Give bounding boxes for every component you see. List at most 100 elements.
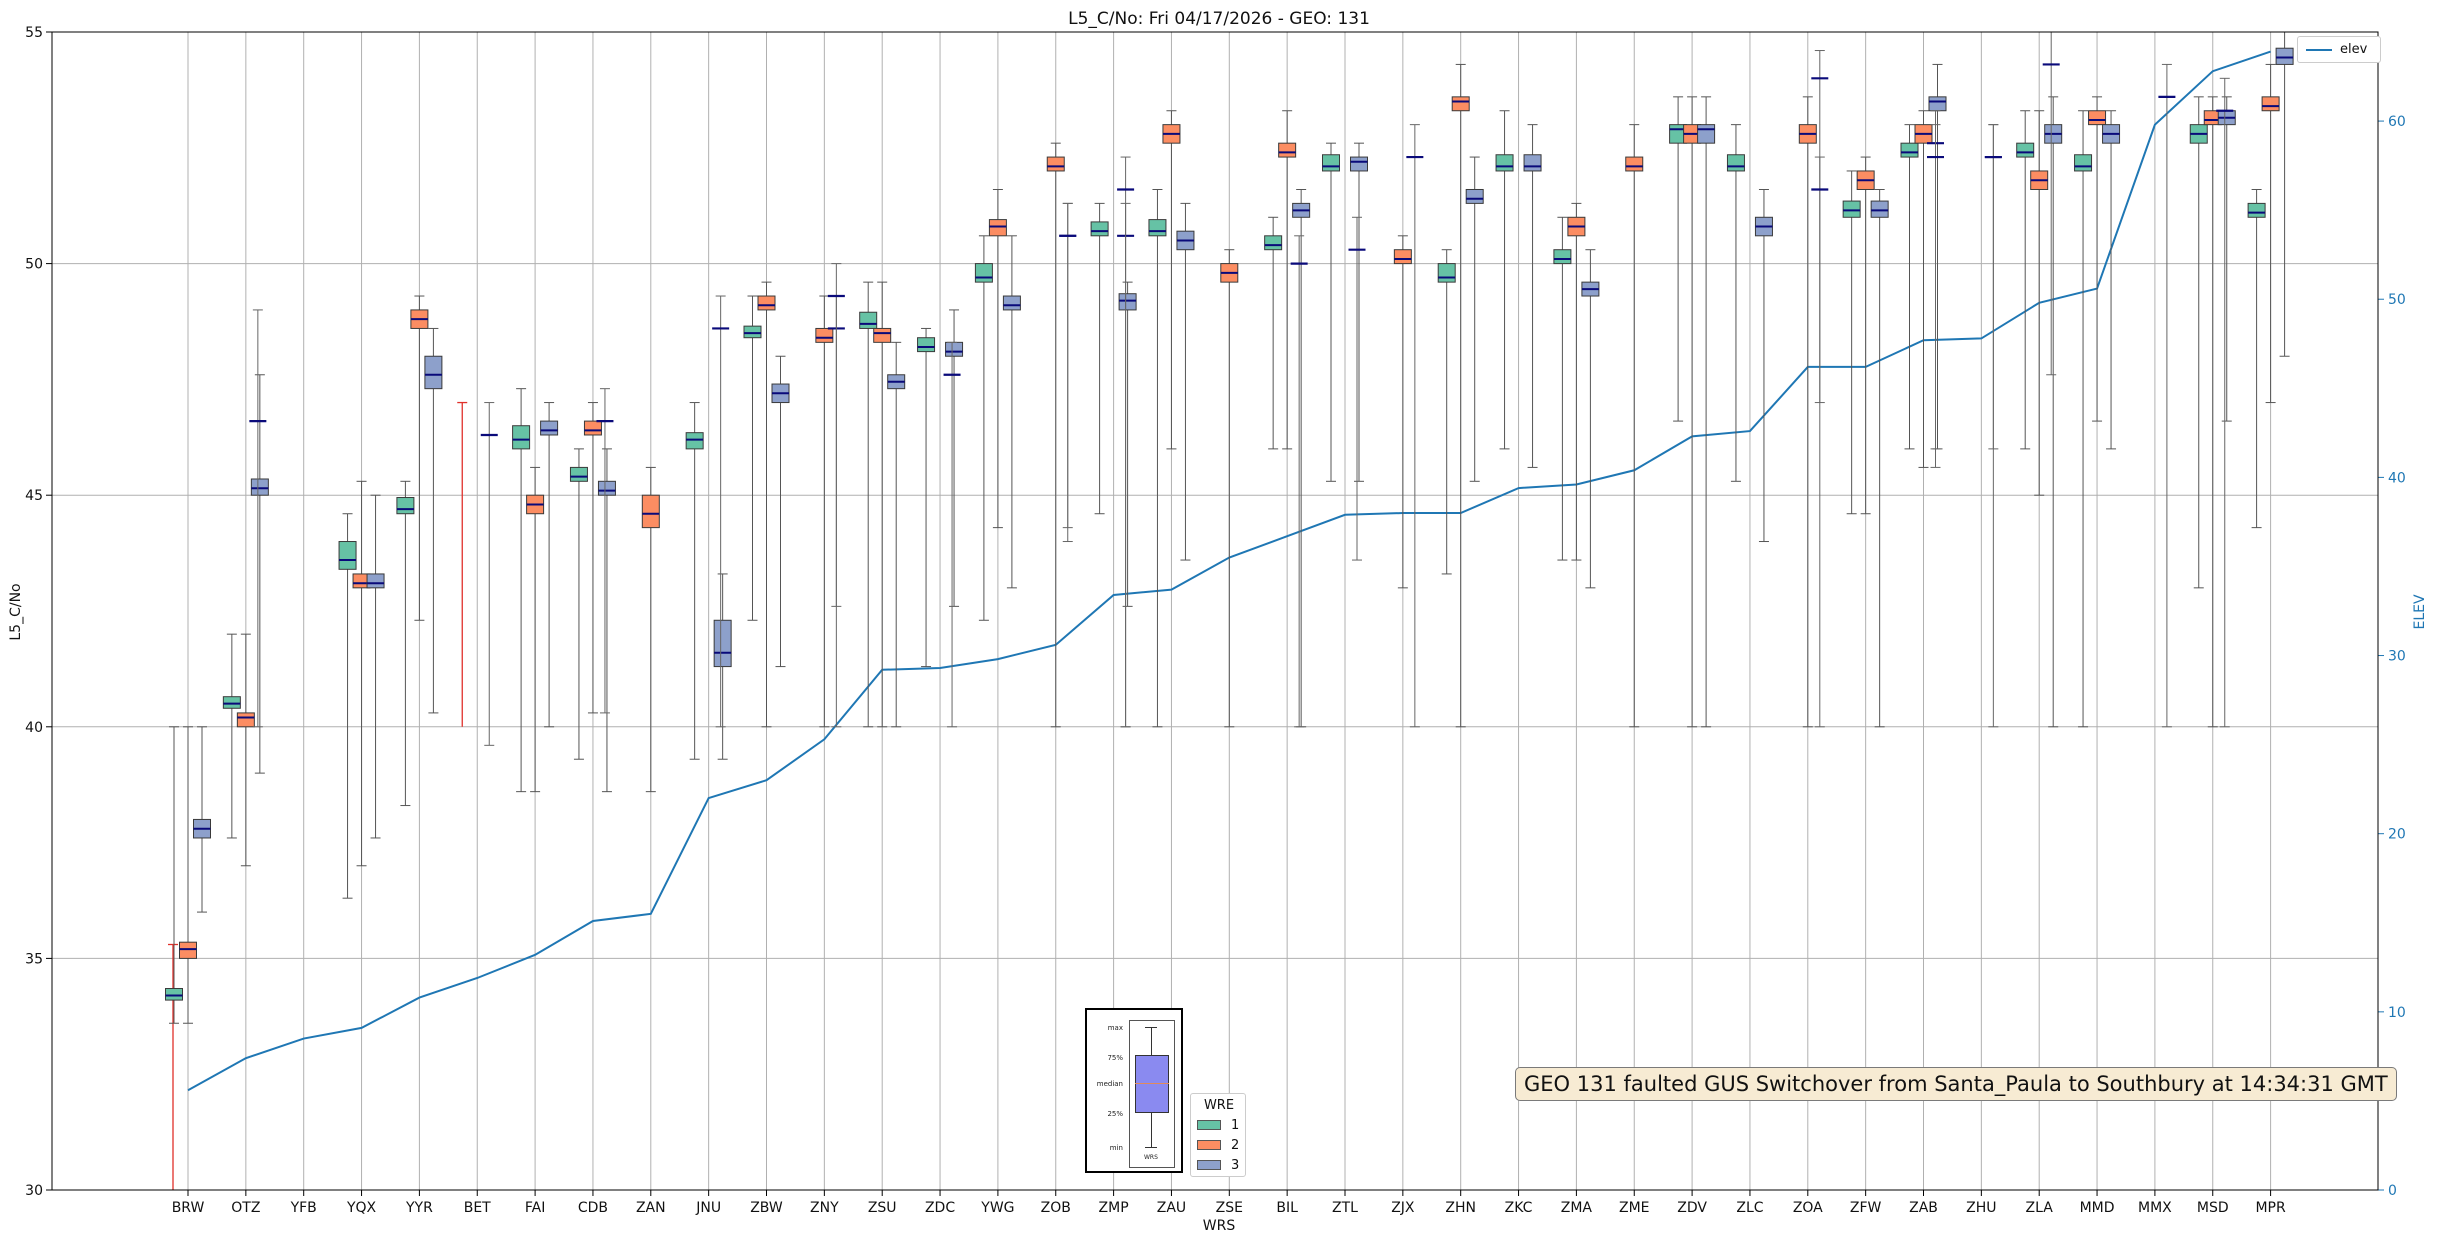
- axes: 30 35 40 45 50 55 0 10 20 30 40 50 60 BRW OTZ YFB YQX YYR…: [25, 25, 2406, 1216]
- box-wre-1: [917, 337, 936, 353]
- box-wre-1: [396, 497, 415, 515]
- y2-tick-label: 60: [2388, 114, 2406, 130]
- anatomy-lower-whisker: [1151, 1113, 1152, 1147]
- box-wre-2: [757, 295, 776, 311]
- anatomy-box: [1135, 1055, 1169, 1113]
- box-wre-1: [1322, 154, 1340, 172]
- anatomy-q3-label: 75%: [1107, 1054, 1123, 1062]
- x-tick-label: ZAN: [636, 1200, 666, 1216]
- box-wre-3: [1697, 124, 1716, 144]
- wre-legend: WRE 1 2 3: [1190, 1093, 1246, 1177]
- elev-legend-line: [2306, 49, 2332, 51]
- wre-3-label: 3: [1231, 1158, 1240, 1173]
- box-wre-3: [366, 573, 385, 589]
- box-wre-3: [424, 355, 443, 390]
- box-wre-1: [2074, 154, 2093, 172]
- y2-tick-label: 30: [2388, 649, 2406, 665]
- y-tick-label: 45: [25, 488, 43, 504]
- anatomy-q1-label: 25%: [1107, 1110, 1123, 1118]
- box-wre-3: [1350, 156, 1368, 172]
- x-tick-label: ZOA: [1793, 1200, 1823, 1216]
- x-tick-label: ZMA: [1561, 1200, 1593, 1216]
- box-wre-3: [1002, 295, 1021, 311]
- elev-legend-label: elev: [2340, 42, 2368, 57]
- anatomy-median-label: median: [1096, 1080, 1123, 1088]
- x-tick-label: ZTL: [1332, 1200, 1358, 1216]
- x-tick-label: CDB: [578, 1200, 608, 1216]
- box-wre-1: [569, 466, 588, 482]
- x-tick-label: ZLA: [2026, 1200, 2054, 1216]
- box-wre-3: [1928, 96, 1947, 112]
- wre-1-swatch: [1197, 1120, 1221, 1130]
- x-tick-label: YYR: [405, 1200, 433, 1216]
- box-wre-2: [1451, 96, 1470, 112]
- x-tick-label: ZBW: [750, 1200, 783, 1216]
- box-wre-1: [222, 696, 241, 709]
- x-tick-label: ZMP: [1099, 1200, 1129, 1216]
- box-wre-1: [1553, 249, 1572, 265]
- chart-title: L5_C/No: Fri 04/17/2026 - GEO: 131: [1068, 9, 1370, 29]
- box-wre-2: [1393, 249, 1412, 265]
- x-tick-label: ZAB: [1909, 1200, 1938, 1216]
- y2-tick-label: 40: [2388, 470, 2406, 486]
- box-wre-2: [179, 941, 197, 959]
- y-tick-label: 35: [25, 951, 43, 967]
- box-wre-1: [2247, 202, 2266, 218]
- x-tick-label: ZNY: [810, 1200, 839, 1216]
- box-wre-3: [713, 619, 732, 668]
- box-wre-2: [1046, 156, 1065, 172]
- x-tick-label: BET: [464, 1200, 491, 1216]
- anatomy-median-line: [1135, 1083, 1169, 1084]
- wre-2-label: 2: [1231, 1138, 1240, 1153]
- box-anatomy-legend: max 75% median 25% min WRS: [1085, 1008, 1183, 1173]
- box-wre-1: [165, 988, 183, 1001]
- x-tick-label: MPR: [2255, 1200, 2286, 1216]
- box-wre-3: [1870, 200, 1889, 218]
- x-tick-label: ZFW: [1850, 1200, 1882, 1216]
- x-tick-label: MMD: [2080, 1200, 2115, 1216]
- x-tick-label: ZAU: [1157, 1200, 1186, 1216]
- elev-legend: elev: [2297, 36, 2381, 63]
- box-wre-3: [597, 480, 616, 496]
- box-wre-1: [974, 263, 993, 283]
- x-tick-label: JNU: [695, 1200, 721, 1216]
- box-wre-3: [945, 341, 964, 357]
- x-tick-label: YWG: [980, 1200, 1014, 1216]
- box-wre-3: [1465, 188, 1484, 204]
- box-wre-1: [743, 325, 762, 339]
- anatomy-max-label: max: [1107, 1024, 1123, 1032]
- x-axis-label: WRS: [1203, 1218, 1236, 1234]
- box-wre-1: [1726, 154, 1745, 172]
- wre-2-swatch: [1197, 1140, 1221, 1150]
- x-tick-label: ZKC: [1505, 1200, 1533, 1216]
- y2-tick-label: 50: [2388, 292, 2406, 308]
- switchover-annotation: GEO 131 faulted GUS Switchover from Sant…: [1515, 1067, 2397, 1101]
- x-tick-label: ZDC: [925, 1200, 955, 1216]
- y-axis-label: L5_C/No: [8, 583, 24, 640]
- box-wre-3: [1118, 293, 1137, 311]
- y-tick-label: 30: [25, 1183, 43, 1199]
- x-tick-label: ZDV: [1677, 1200, 1707, 1216]
- box-layer: [165, 31, 2294, 1190]
- y2-tick-label: 20: [2388, 827, 2406, 843]
- x-tick-label: BRW: [172, 1200, 205, 1216]
- anatomy-min-label: min: [1109, 1144, 1123, 1152]
- wre-legend-title: WRE: [1203, 1098, 1235, 1113]
- box-wre-2: [1278, 142, 1297, 158]
- box-wre-2: [873, 327, 892, 343]
- x-tick-label: FAI: [525, 1200, 545, 1216]
- box-wre-1: [1842, 200, 1861, 218]
- x-tick-label: BIL: [1276, 1200, 1298, 1216]
- plot-frame: [51, 31, 2379, 1191]
- x-tick-label: ZSE: [1216, 1200, 1243, 1216]
- box-wre-2: [1625, 156, 1644, 172]
- x-tick-label: ZHU: [1966, 1200, 1996, 1216]
- box-wre-1: [1495, 154, 1514, 172]
- wre-1-label: 1: [1231, 1118, 1240, 1133]
- box-wre-1: [338, 541, 357, 570]
- box-wre-2: [2088, 110, 2107, 126]
- x-tick-label: MSD: [2197, 1200, 2229, 1216]
- x-tick-label: ZOB: [1041, 1200, 1071, 1216]
- anatomy-xlabel: WRS: [1144, 1154, 1158, 1161]
